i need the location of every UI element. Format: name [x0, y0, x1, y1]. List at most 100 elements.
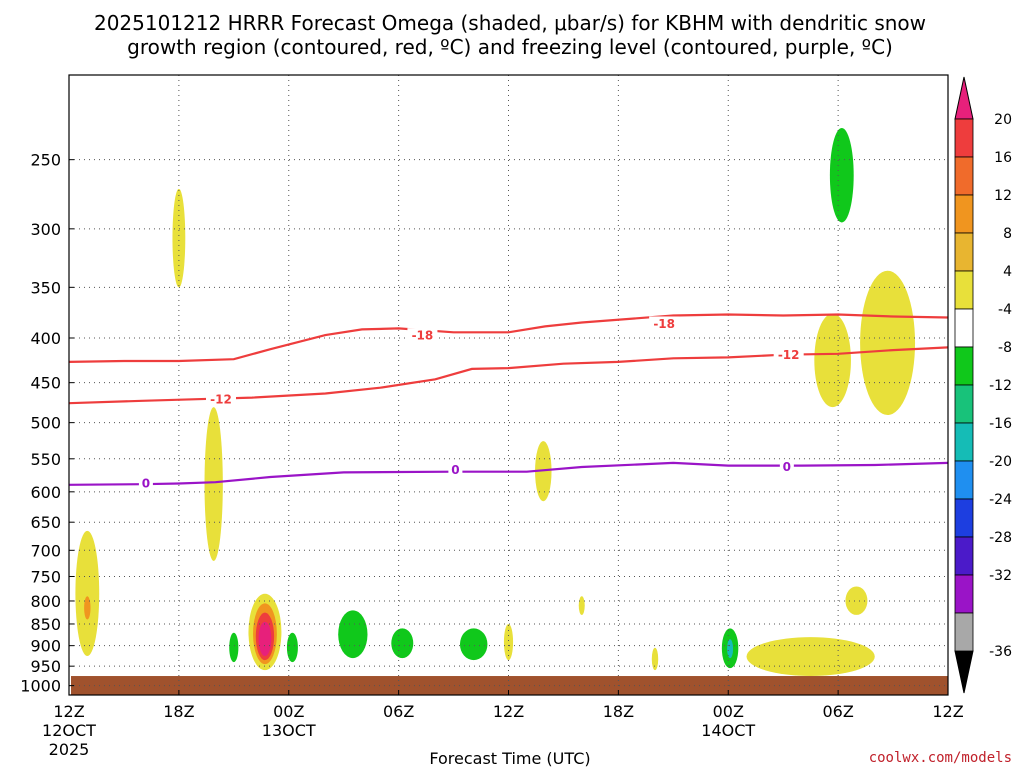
y-tick-label-550: 550 [30, 450, 61, 469]
x-tick-date-36: 14OCT [701, 721, 755, 740]
colorbar-segment-2 [954, 194, 974, 234]
credit-text: coolwx.com/models [869, 750, 1012, 766]
colorbar-label-12: -32 [989, 568, 1012, 584]
colorbar-label-10: -24 [989, 492, 1012, 508]
contour-label-bg-4 [138, 475, 153, 490]
contour-label-1: -18 [653, 317, 675, 331]
shaded-omega-green-04z [338, 610, 368, 659]
contour-label-0: -18 [412, 329, 434, 343]
y-tick-label-700: 700 [30, 541, 61, 560]
colorbar-segment-10 [954, 498, 974, 538]
colorbar-label-11: -28 [989, 530, 1012, 546]
chart-title-line2: growth region (contoured, red, ºC) and f… [127, 35, 893, 59]
y-tick-label-300: 300 [30, 220, 61, 239]
contour-label-bg-6 [779, 459, 794, 474]
shaded-omega-green-01z [286, 632, 298, 663]
x-tick-label-12: 00Z [273, 702, 304, 721]
colorbar-segment-5 [954, 308, 974, 348]
x-axis-label: Forecast Time (UTC) [429, 749, 590, 768]
x-tick-label-0: 12Z [53, 702, 84, 721]
contour-label-2: -12 [210, 393, 232, 407]
x-tick-label-30: 18Z [603, 702, 634, 721]
colorbar-segment-3 [954, 232, 974, 272]
colorbar-segment-0 [954, 118, 974, 158]
shaded-omega-peak-00z-4 [258, 621, 272, 657]
contour-label-6: 0 [783, 460, 791, 474]
shaded-omega-green-21z [229, 632, 239, 663]
colorbar-label-5: -4 [998, 302, 1012, 318]
y-tick-label-600: 600 [30, 483, 61, 502]
y-tick-label-350: 350 [30, 278, 61, 297]
x-tick-label-36: 00Z [713, 702, 744, 721]
colorbar-segment-13 [954, 612, 974, 652]
x-tick-label-18: 06Z [383, 702, 414, 721]
colorbar-label-2: 12 [994, 188, 1012, 204]
chart-title-line1: 2025101212 HRRR Forecast Omega (shaded, … [94, 11, 926, 35]
shaded-omega-green-10z [459, 628, 488, 661]
colorbar-segment-7 [954, 384, 974, 424]
contour-label-bg-1 [649, 316, 680, 331]
colorbar: 20 16 12 8 4 -4 -8 -12 -16 -20 -24 -28 -32 -36 [954, 76, 1012, 694]
colorbar-label-1: 16 [994, 150, 1012, 166]
shaded-omega-4to8-16z [578, 596, 585, 615]
colorbar-label-8: -16 [989, 416, 1012, 432]
colorbar-segment-6 [954, 346, 974, 386]
x-tick-date-12: 13OCT [262, 721, 316, 740]
shaded-omega-4to8-upper [172, 188, 186, 288]
contour-minus-18 [68, 313, 949, 363]
colorbar-segment-8 [954, 422, 974, 462]
shaded-omega-4to8-06z14 [814, 313, 851, 408]
y-tick-label-950: 950 [30, 657, 61, 676]
x-tick-label-42: 06Z [822, 702, 853, 721]
y-tick-label-250: 250 [30, 151, 61, 170]
colorbar-top-arrow [954, 76, 974, 120]
shaded-omega-4to8-09z14 [860, 270, 916, 415]
y-tick-label-1000: 1000 [20, 677, 61, 696]
colorbar-segment-1 [954, 156, 974, 196]
y-tick-label-800: 800 [30, 592, 61, 611]
y-tick-label-400: 400 [30, 329, 61, 348]
shaded-omega-4to8-08z-low [845, 586, 868, 615]
colorbar-label-13: -36 [989, 644, 1012, 660]
colorbar-segment-4 [954, 270, 974, 310]
y-tick-label-850: 850 [30, 615, 61, 634]
colorbar-label-6: -8 [998, 340, 1012, 356]
y-tick-label-750: 750 [30, 567, 61, 586]
contour-label-bg-3 [773, 347, 804, 362]
contour-label-bg-0 [407, 328, 438, 343]
x-tick-date-0: 12OCT [42, 721, 96, 740]
y-tick-label-650: 650 [30, 513, 61, 532]
y-tick-label-500: 500 [30, 414, 61, 433]
shaded-omega-yellow-04z14 [746, 637, 875, 677]
shaded-omega-4to8-mid [204, 407, 223, 561]
contour-label-3: -12 [778, 348, 800, 362]
contour-label-5: 0 [451, 463, 459, 477]
shaded-omega-8to12-low [84, 596, 91, 620]
colorbar-segment-9 [954, 460, 974, 500]
contour-label-4: 0 [142, 476, 150, 490]
shaded-omega-teal-00z14 [727, 639, 734, 659]
shaded-omega-4to8-20z [651, 647, 659, 671]
x-tick-label-48: 12Z [932, 702, 963, 721]
contour-label-bg-5 [448, 462, 463, 477]
y-tick-label-450: 450 [30, 374, 61, 393]
colorbar-bottom-arrow [954, 650, 974, 694]
colorbar-segment-12 [954, 574, 974, 614]
colorbar-label-3: 8 [1003, 226, 1012, 242]
y-tick-label-900: 900 [30, 637, 61, 656]
plot-area: -18 -18 -12 -12 0 0 0 250 300 350 400 450 500 550 600 6… [20, 74, 964, 759]
shaded-omega-4to8-12z [503, 623, 514, 661]
shaded-omega-4to8-low [75, 530, 100, 657]
shaded-omega-green-07z [391, 628, 414, 659]
contour-label-bg-2 [205, 392, 236, 407]
colorbar-segment-11 [954, 536, 974, 576]
colorbar-label-4: 4 [1003, 264, 1012, 280]
x-tick-label-24: 12Z [493, 702, 524, 721]
colorbar-label-0: 20 [994, 112, 1012, 128]
shaded-omega-neg-4to8-250 [829, 128, 854, 223]
colorbar-label-7: -12 [989, 378, 1012, 394]
x-tick-year-0: 2025 [49, 740, 90, 759]
x-tick-label-6: 18Z [163, 702, 194, 721]
colorbar-label-9: -20 [989, 454, 1012, 470]
